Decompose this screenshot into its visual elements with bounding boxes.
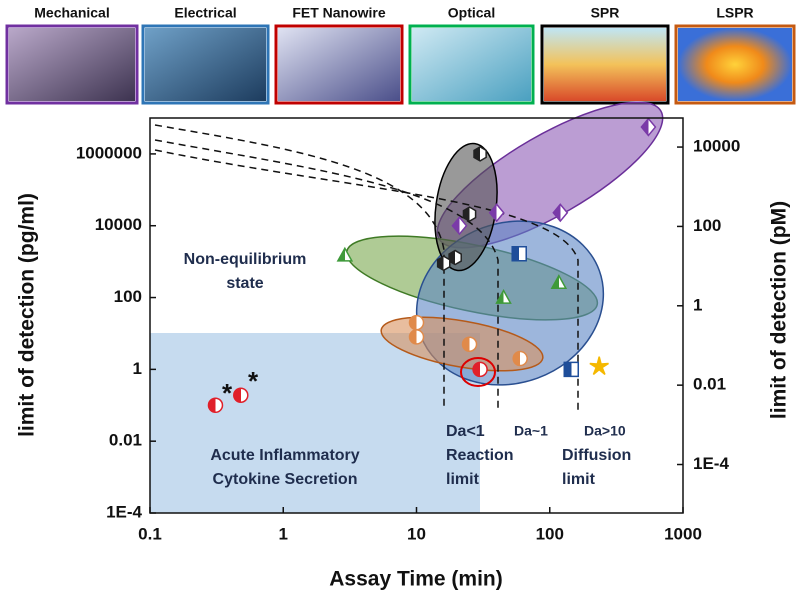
data-point: [488, 203, 505, 223]
data-point: [511, 245, 527, 262]
panel-frame: [674, 24, 796, 105]
annotation: Cytokine Secretion: [213, 471, 358, 488]
data-point: [336, 246, 354, 262]
dashed-curve: [154, 124, 445, 410]
panel-label: SPR: [591, 5, 620, 21]
data-point: [640, 117, 657, 137]
data-point: [495, 289, 512, 304]
cytokine-region: [150, 333, 480, 513]
y2-tick-label: 0.01: [693, 375, 726, 394]
data-point: [207, 397, 224, 414]
y-tick-label: 10000: [95, 215, 142, 234]
data-point: [451, 216, 468, 236]
region-ellipse: [460, 357, 496, 387]
panel-label: Optical: [448, 5, 495, 21]
panels: Mechanical Electrical FET Nanowire Optical S…: [5, 5, 796, 105]
y2-tick-label: 100: [693, 216, 721, 235]
y-tick-label: 100: [114, 287, 142, 306]
x-tick-label: 100: [536, 524, 564, 543]
x-tick-label: 10: [407, 524, 426, 543]
annotation: Da>10: [584, 423, 626, 439]
annotation: *: [248, 366, 259, 396]
plot-frame: [149, 117, 684, 514]
data-point: [448, 249, 462, 266]
annotation: *: [222, 378, 233, 408]
annotation: Da<1: [446, 423, 485, 440]
data-point: [552, 203, 569, 223]
annotation: Non-equilibrium: [184, 251, 307, 268]
panel-image: [278, 28, 400, 101]
x-tick-label: 1: [279, 524, 288, 543]
panel-label: Mechanical: [34, 5, 109, 21]
data-point: [589, 356, 609, 376]
annotation: Da~1: [514, 423, 548, 439]
data-point: [233, 387, 249, 404]
y-tick-label: 1: [133, 359, 142, 378]
x-tick-label: 1000: [664, 524, 702, 543]
panel-image: [544, 28, 666, 101]
regime-lines: [154, 124, 579, 410]
panel-frame: [408, 24, 535, 105]
annotation: limit: [562, 471, 596, 488]
data-point: [550, 274, 568, 289]
data-point: [472, 361, 488, 378]
panel-label: Electrical: [174, 5, 236, 21]
panel-label: FET Nanowire: [292, 5, 386, 21]
dashed-curve: [154, 149, 579, 410]
panel-image: [9, 28, 135, 101]
panel-label: LSPR: [716, 5, 753, 21]
y-axis-title: limit of detection (pg/ml): [16, 193, 39, 437]
y2-tick-label: 1: [693, 295, 702, 314]
panel-image: [412, 28, 531, 101]
panel-image: [678, 28, 792, 101]
panel-frame: [274, 24, 404, 105]
panel-image: [145, 28, 266, 101]
dashed-curve: [154, 139, 499, 410]
data-point: [436, 255, 451, 272]
annotation: limit: [446, 471, 480, 488]
annotation: Diffusion: [562, 447, 631, 464]
y2-tick-label: 10000: [693, 137, 740, 156]
annotation: Reaction: [446, 447, 514, 464]
y-tick-label: 1E-4: [106, 502, 142, 521]
y2-tick-label: 1E-4: [693, 454, 729, 473]
data-point: [512, 350, 528, 367]
panel-frame: [141, 24, 270, 105]
y2-axis-title: limit of detection (pM): [768, 201, 791, 419]
y-tick-label: 0.01: [109, 431, 142, 450]
data-point: [408, 329, 425, 345]
data-point: [473, 146, 487, 162]
annotation: state: [226, 275, 263, 292]
data-point: [462, 206, 477, 223]
panel-frame: [540, 24, 670, 105]
annotation: Acute Inflammatory: [210, 447, 359, 464]
data-point: [563, 361, 580, 378]
y-tick-label: 1000000: [76, 143, 142, 162]
x-axis-title: Assay Time (min): [329, 568, 503, 591]
x-tick-label: 0.1: [138, 524, 162, 543]
data-point: [461, 336, 478, 353]
plot: 0.1 1 10 100 1000 1E-4 0.01 1 100 10000 1000000 1E-…: [76, 117, 740, 543]
panel-frame: [5, 24, 139, 105]
data-point: [408, 314, 425, 331]
